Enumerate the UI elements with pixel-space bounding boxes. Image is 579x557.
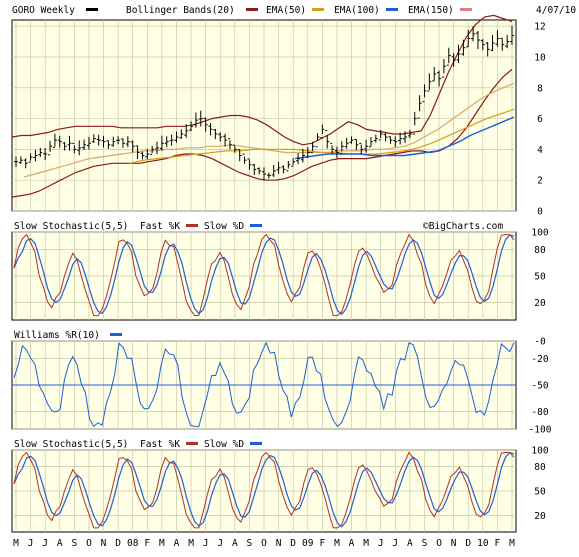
price-ytick-label: 0 xyxy=(537,207,543,218)
stoch2-slow-label: Slow %D xyxy=(204,439,244,450)
symbol-label: GORO Weekly xyxy=(12,5,75,16)
stoch1-ytick-label: 100 xyxy=(531,228,548,239)
stoch1-ytick-label: 80 xyxy=(534,245,546,256)
chart-header: GORO Weekly Bollinger Bands(20) EMA(50) … xyxy=(12,5,576,16)
stoch2-slow-d-line xyxy=(13,452,515,528)
x-tick-label: F xyxy=(319,538,325,549)
legend-bollinger-label: Bollinger Bands(20) xyxy=(126,5,235,16)
price-ytick-label: 2 xyxy=(537,176,543,187)
x-tick-label: A xyxy=(349,538,355,549)
x-tick-label: M xyxy=(159,538,165,549)
x-tick-label: J xyxy=(42,538,48,549)
x-tick-label: S xyxy=(71,538,77,549)
x-tick-label: J xyxy=(203,538,209,549)
x-tick-label: 08 xyxy=(127,538,139,549)
williams-swatch xyxy=(110,333,122,336)
x-tick-label: O xyxy=(436,538,442,549)
williams-ytick-label: -20 xyxy=(531,354,548,365)
stoch1-ytick-label: 50 xyxy=(534,272,546,283)
stoch1-slow-d-line xyxy=(13,234,515,316)
stoch1-fast-swatch xyxy=(186,224,198,227)
price-panel: 0 2 4 6 8 10 12 xyxy=(11,14,546,218)
legend-ema100-label: EMA(100) xyxy=(334,5,380,16)
x-tick-label: M xyxy=(509,538,515,549)
x-tick-label: M xyxy=(188,538,194,549)
x-tick-label: 10 xyxy=(477,538,489,549)
price-ytick-label: 8 xyxy=(537,83,543,94)
x-tick-label: N xyxy=(276,538,282,549)
x-tick-label: 09 xyxy=(302,538,314,549)
panel-titles: Slow Stochastic(5,5) Fast %K Slow %D ©Bi… xyxy=(14,221,503,450)
x-tick-label: O xyxy=(261,538,267,549)
price-ytick-label: 4 xyxy=(537,145,543,156)
stoch2-ytick-label: 80 xyxy=(534,462,546,473)
price-ytick-label: 6 xyxy=(537,114,543,125)
x-tick-label: A xyxy=(57,538,63,549)
stoch2-slow-swatch xyxy=(250,442,262,445)
stoch1-title: Slow Stochastic(5,5) xyxy=(14,221,128,232)
legend-ema150-label: EMA(150) xyxy=(408,5,454,16)
legend-ema50-swatch xyxy=(312,8,324,11)
x-tick-label: M xyxy=(363,538,369,549)
stoch2-ytick-label: 20 xyxy=(534,511,546,522)
stoch1-fast-k-line xyxy=(13,233,515,317)
watermark: ©BigCharts.com xyxy=(423,221,503,232)
williams-title: Williams %R(10) xyxy=(14,330,100,341)
x-tick-label: J xyxy=(28,538,34,549)
stochastic-panel-1: 20 50 80 100 xyxy=(11,228,549,321)
stoch2-ytick-label: 50 xyxy=(534,487,546,498)
legend-bollinger-swatch xyxy=(246,8,258,11)
stoch2-title: Slow Stochastic(5,5) xyxy=(14,439,128,450)
symbol-swatch xyxy=(86,8,98,11)
x-tick-label: O xyxy=(86,538,92,549)
x-tick-label: N xyxy=(101,538,107,549)
x-tick-label: J xyxy=(378,538,384,549)
williams-ytick-label: -0 xyxy=(534,337,546,348)
price-ytick-label: 12 xyxy=(534,22,545,33)
chart-date: 4/07/10 xyxy=(536,5,576,16)
stoch2-ytick-label: 100 xyxy=(531,446,548,457)
x-tick-label: D xyxy=(465,538,471,549)
x-tick-label: J xyxy=(392,538,398,549)
williams-ytick-label: -80 xyxy=(531,407,548,418)
williams-ytick-label: -100 xyxy=(529,425,552,436)
williams-r-line xyxy=(13,341,515,428)
x-tick-label: A xyxy=(407,538,413,549)
x-tick-label: J xyxy=(217,538,223,549)
x-tick-label: F xyxy=(495,538,501,549)
price-ytick-label: 10 xyxy=(534,52,546,63)
bollinger-upper-line xyxy=(11,14,513,146)
ema100-line xyxy=(129,108,515,164)
stoch1-fast-label: Fast %K xyxy=(140,221,180,232)
x-tick-label: N xyxy=(451,538,457,549)
ema150-line xyxy=(294,116,515,160)
x-tick-label: D xyxy=(290,538,296,549)
stoch2-fast-label: Fast %K xyxy=(140,439,180,450)
x-tick-label: M xyxy=(13,538,19,549)
stoch1-ytick-label: 20 xyxy=(534,298,546,309)
stochastic-panel-2: 20 50 80 100 xyxy=(11,446,549,533)
legend-ema100-swatch xyxy=(386,8,398,11)
ema50-line xyxy=(23,82,515,178)
stoch2-fast-swatch xyxy=(186,442,198,445)
x-tick-label: M xyxy=(334,538,340,549)
x-tick-label: A xyxy=(174,538,180,549)
legend-ema150-swatch xyxy=(460,8,472,11)
x-tick-label: S xyxy=(422,538,428,549)
stoch1-slow-swatch xyxy=(250,224,262,227)
stoch2-fast-k-line xyxy=(13,451,515,529)
x-tick-label: F xyxy=(144,538,150,549)
williams-ytick-label: -50 xyxy=(531,381,548,392)
legend-ema50-label: EMA(50) xyxy=(266,5,306,16)
x-tick-label: A xyxy=(232,538,238,549)
williams-panel: -100 -80 -50 -20 -0 xyxy=(11,337,552,436)
stoch1-slow-label: Slow %D xyxy=(204,221,244,232)
x-axis: M J J A S O N D 08 F M A M J J A S O N D 09 F M A M J J A S O N D 10 F M xyxy=(13,538,515,549)
x-tick-label: S xyxy=(247,538,253,549)
x-tick-label: D xyxy=(115,538,121,549)
